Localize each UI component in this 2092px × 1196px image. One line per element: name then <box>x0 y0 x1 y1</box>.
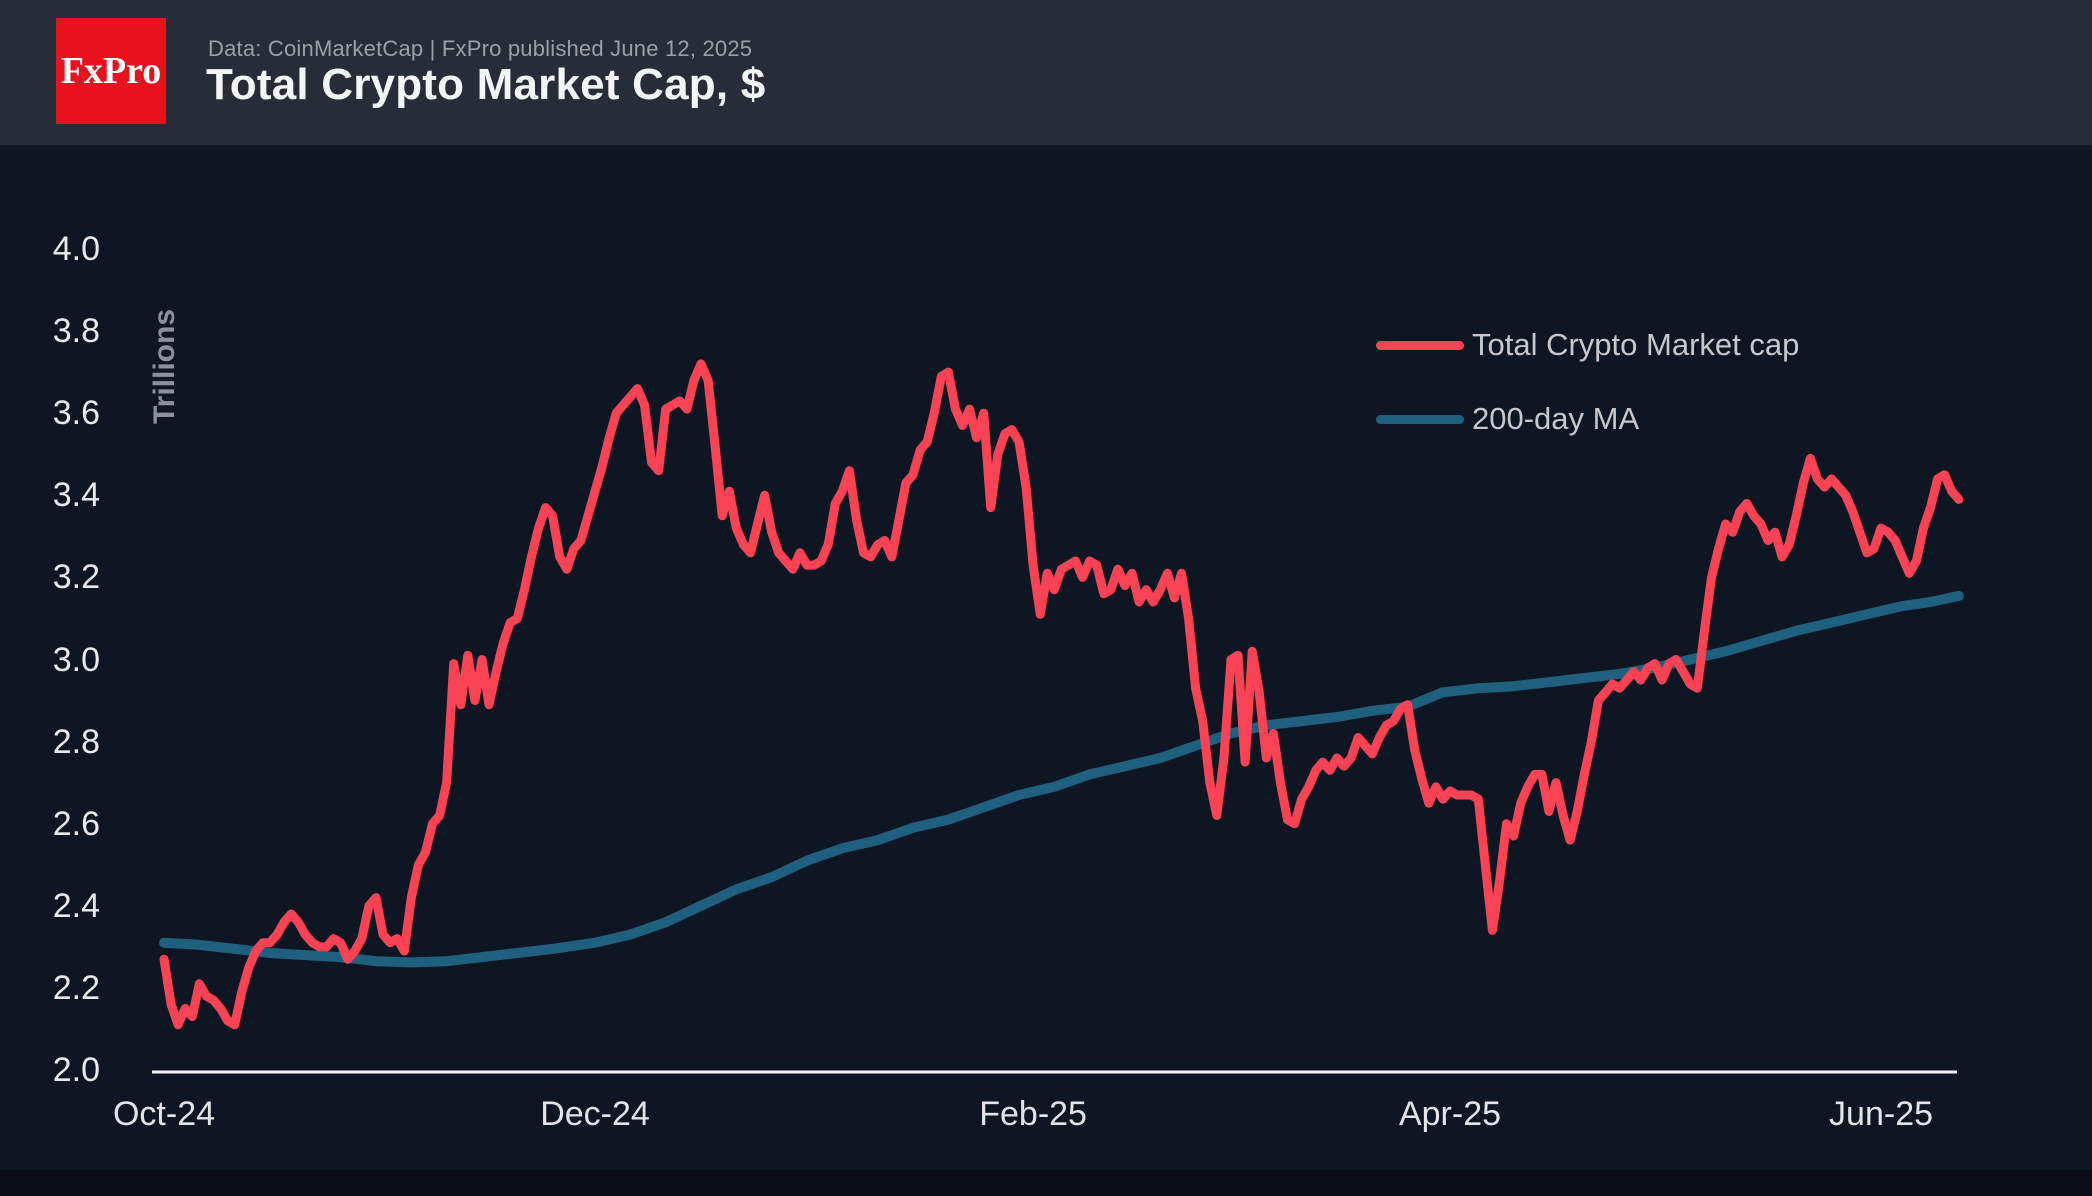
x-tick-label: Oct-24 <box>112 1095 216 1133</box>
y-tick-label: 2.2 <box>52 968 100 1007</box>
fxpro-logo: FxPro <box>56 18 166 124</box>
y-tick-label: 4.0 <box>52 230 100 268</box>
y-tick-label: 2.0 <box>52 1051 100 1089</box>
fxpro-logo-text: FxPro <box>60 50 162 92</box>
y-tick-label: 3.2 <box>52 558 100 597</box>
series-line-200day-ma <box>159 590 1964 968</box>
y-tick-label: 3.8 <box>52 312 100 351</box>
y-tick-label: 3.6 <box>52 394 100 433</box>
x-tick-label: Jun-25 <box>1829 1095 1934 1133</box>
y-axis-title: Trillions <box>148 308 181 424</box>
data-source-note: Data: CoinMarketCap | FxPro published Ju… <box>208 36 753 61</box>
ma-line-swatch <box>1376 414 1464 424</box>
series-line-market-cap <box>159 359 1964 1030</box>
footer-strip <box>0 1170 2092 1196</box>
legend-item-200day-ma: 200-day MA <box>1376 400 1799 438</box>
legend-label-200day-ma: 200-day MA <box>1472 401 1640 436</box>
x-tick-label: Dec-24 <box>540 1095 650 1133</box>
legend-item-market-cap: Total Crypto Market cap <box>1376 326 1799 364</box>
legend: Total Crypto Market cap 200-day MA <box>1376 326 1799 474</box>
chart-area <box>0 145 2092 1170</box>
y-tick-label: 3.0 <box>52 640 100 679</box>
legend-label-market-cap: Total Crypto Market cap <box>1472 327 1800 362</box>
chart-title: Total Crypto Market Cap, $ <box>206 60 766 109</box>
line-chart <box>152 359 1964 1074</box>
x-tick-label: Feb-25 <box>979 1095 1087 1133</box>
y-tick-label: 3.4 <box>52 476 100 515</box>
market-cap-line-swatch <box>1376 340 1464 350</box>
header: FxPro Data: CoinMarketCap | FxPro publis… <box>0 0 2092 145</box>
x-tick-label: Apr-25 <box>1398 1095 1502 1133</box>
y-tick-label: 2.8 <box>52 722 100 761</box>
y-tick-label: 2.4 <box>52 886 100 925</box>
y-tick-label: 2.6 <box>52 804 100 843</box>
